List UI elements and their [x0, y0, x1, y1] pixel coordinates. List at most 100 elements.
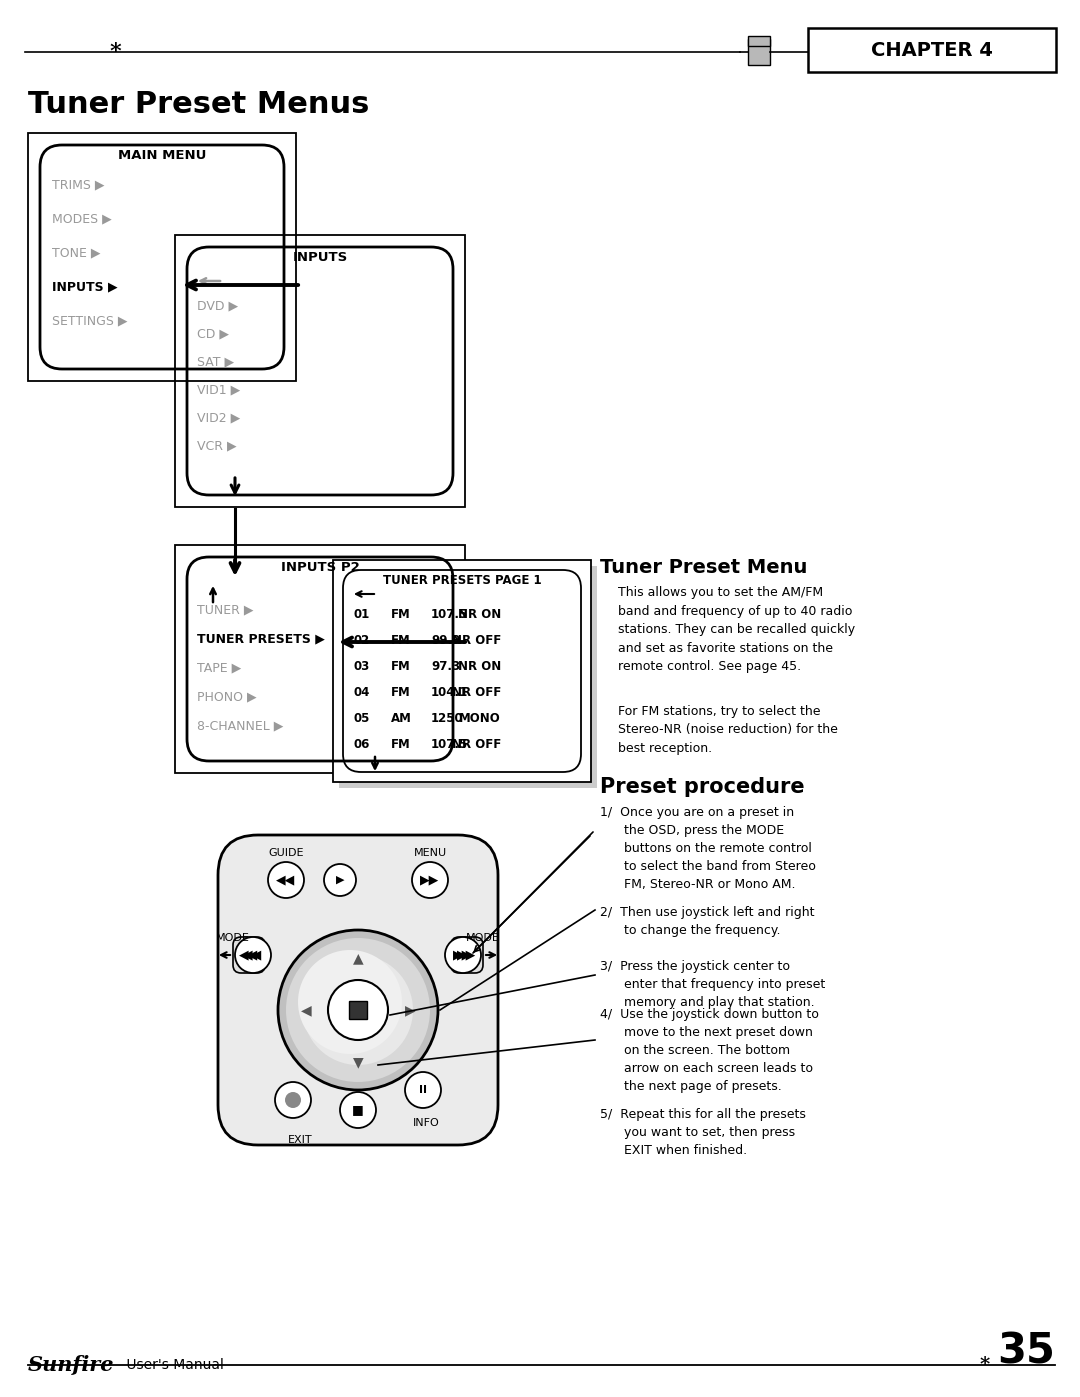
Text: 1/  Once you are on a preset in
      the OSD, press the MODE
      buttons on t: 1/ Once you are on a preset in the OSD, …: [600, 806, 815, 891]
Text: INFO: INFO: [413, 1118, 440, 1127]
FancyBboxPatch shape: [233, 937, 265, 972]
Circle shape: [328, 981, 388, 1039]
Text: 8-CHANNEL ▶: 8-CHANNEL ▶: [197, 719, 283, 732]
Text: FM: FM: [391, 608, 410, 622]
Text: DVD ▶: DVD ▶: [197, 299, 238, 312]
Text: ▶: ▶: [405, 1003, 416, 1017]
Text: 4/  Use the joystick down button to
      move to the next preset down
      on : 4/ Use the joystick down button to move …: [600, 1009, 819, 1092]
Text: 107.5: 107.5: [431, 608, 469, 622]
Text: ▶▶: ▶▶: [454, 949, 473, 961]
Text: 04: 04: [353, 686, 369, 698]
Text: 05: 05: [353, 712, 369, 725]
Text: ▼: ▼: [353, 1055, 363, 1069]
Bar: [333, 560, 591, 782]
Text: CD ▶: CD ▶: [197, 327, 229, 339]
Text: 03: 03: [353, 659, 369, 673]
Text: NR ON: NR ON: [458, 608, 501, 622]
Text: PHONO ▶: PHONO ▶: [197, 690, 257, 703]
Text: User's Manual: User's Manual: [122, 1358, 224, 1372]
Text: Preset procedure: Preset procedure: [600, 777, 805, 798]
Text: VID2 ▶: VID2 ▶: [197, 411, 240, 425]
Text: FM: FM: [391, 659, 410, 673]
Text: ▲: ▲: [353, 951, 363, 965]
Text: ◀: ◀: [300, 1003, 311, 1017]
Text: ◀◀: ◀◀: [243, 949, 262, 961]
Text: 107.5: 107.5: [431, 738, 469, 752]
Text: 104.1: 104.1: [431, 686, 469, 698]
Text: 5/  Repeat this for all the presets
      you want to set, then press
      EXIT: 5/ Repeat this for all the presets you w…: [600, 1108, 806, 1157]
Text: GUIDE: GUIDE: [268, 848, 303, 858]
Circle shape: [268, 862, 303, 898]
Text: Tuner Preset Menus: Tuner Preset Menus: [28, 89, 369, 119]
Text: FM: FM: [391, 738, 410, 752]
Text: This allows you to set the AM/FM
band and frequency of up to 40 radio
stations. : This allows you to set the AM/FM band an…: [618, 585, 855, 673]
Text: 35: 35: [997, 1330, 1055, 1372]
Circle shape: [298, 950, 402, 1053]
Text: MAIN MENU: MAIN MENU: [118, 149, 206, 162]
Text: NR OFF: NR OFF: [451, 686, 501, 698]
Text: ◀◀: ◀◀: [240, 949, 258, 961]
Text: TUNER ▶: TUNER ▶: [197, 604, 254, 616]
Text: VCR ▶: VCR ▶: [197, 439, 237, 453]
Text: EXIT: EXIT: [287, 1134, 312, 1146]
Text: II: II: [419, 1085, 427, 1095]
Text: 99.9: 99.9: [431, 634, 460, 647]
Circle shape: [285, 1092, 301, 1108]
Bar: [175, 235, 465, 507]
Text: FM: FM: [391, 634, 410, 647]
Text: NR OFF: NR OFF: [451, 634, 501, 647]
Text: 1250: 1250: [431, 712, 463, 725]
Circle shape: [286, 937, 430, 1083]
Text: MENU: MENU: [414, 848, 446, 858]
Text: MODE: MODE: [467, 933, 500, 943]
Text: ▶▶: ▶▶: [457, 949, 476, 961]
Text: INPUTS P2: INPUTS P2: [281, 562, 360, 574]
Text: 01: 01: [353, 608, 369, 622]
Text: MONO: MONO: [459, 712, 501, 725]
Bar: [808, 28, 1056, 73]
Bar: [28, 133, 296, 381]
Text: MODES ▶: MODES ▶: [52, 212, 111, 225]
Text: FM: FM: [391, 686, 410, 698]
Text: TUNER PRESETS PAGE 1: TUNER PRESETS PAGE 1: [382, 574, 541, 587]
Text: ▶: ▶: [336, 875, 345, 886]
Text: INPUTS: INPUTS: [293, 251, 348, 264]
Text: 02: 02: [353, 634, 369, 647]
Circle shape: [235, 937, 271, 972]
Text: VID1 ▶: VID1 ▶: [197, 383, 240, 395]
Text: SAT ▶: SAT ▶: [197, 355, 234, 367]
Text: TAPE ▶: TAPE ▶: [197, 661, 241, 673]
Circle shape: [411, 862, 448, 898]
Text: *: *: [109, 41, 121, 63]
Text: 06: 06: [353, 738, 369, 752]
Text: TRIMS ▶: TRIMS ▶: [52, 177, 105, 191]
Bar: [339, 566, 597, 788]
Text: ◀◀: ◀◀: [276, 873, 296, 887]
Text: For FM stations, try to select the
Stereo-NR (noise reduction) for the
best rece: For FM stations, try to select the Stere…: [618, 705, 838, 754]
Circle shape: [324, 863, 356, 895]
Text: 2/  Then use joystick left and right
      to change the frequency.: 2/ Then use joystick left and right to c…: [600, 907, 814, 937]
Text: CHAPTER 4: CHAPTER 4: [872, 41, 993, 60]
Circle shape: [405, 1071, 441, 1108]
FancyBboxPatch shape: [218, 835, 498, 1146]
Text: Sunfire: Sunfire: [28, 1355, 114, 1375]
Text: TONE ▶: TONE ▶: [52, 246, 100, 258]
Text: ▶▶: ▶▶: [420, 873, 440, 887]
Text: 97.3: 97.3: [431, 659, 460, 673]
Text: AM: AM: [391, 712, 411, 725]
Text: ■: ■: [352, 1104, 364, 1116]
Circle shape: [278, 930, 438, 1090]
Text: MODE: MODE: [216, 933, 249, 943]
Bar: [748, 39, 770, 66]
Text: TUNER PRESETS ▶: TUNER PRESETS ▶: [197, 631, 325, 645]
Text: 3/  Press the joystick center to
      enter that frequency into preset
      me: 3/ Press the joystick center to enter th…: [600, 960, 825, 1009]
Text: *: *: [980, 1356, 990, 1375]
Bar: [175, 545, 465, 773]
Text: SETTINGS ▶: SETTINGS ▶: [52, 314, 127, 327]
Circle shape: [275, 1083, 311, 1118]
Text: NR ON: NR ON: [458, 659, 501, 673]
Circle shape: [340, 1092, 376, 1127]
Circle shape: [445, 937, 481, 972]
Bar: [349, 1002, 367, 1018]
Text: NR OFF: NR OFF: [451, 738, 501, 752]
